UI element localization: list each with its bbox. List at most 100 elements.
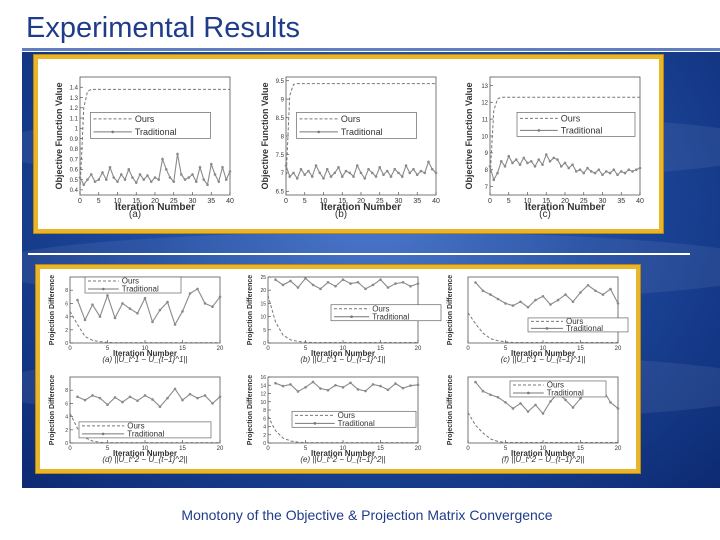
- x-tick-label: 5: [504, 446, 508, 452]
- data-point: [136, 399, 139, 403]
- y-tick-label: 25: [260, 275, 266, 281]
- data-point: [594, 289, 597, 293]
- data-point: [544, 153, 548, 156]
- data-point: [434, 171, 438, 175]
- data-point: [318, 171, 322, 175]
- data-point: [296, 390, 300, 393]
- x-tick-label: 15: [179, 446, 186, 452]
- x-axis-label: Iteration Number: [113, 449, 177, 458]
- x-tick-label: 30: [395, 198, 403, 205]
- data-point: [181, 398, 184, 402]
- data-point: [616, 407, 620, 410]
- data-point: [609, 287, 612, 291]
- series-ours-line: [79, 88, 230, 190]
- legend-marker: [527, 391, 530, 395]
- legend-box: [296, 112, 417, 139]
- data-point: [292, 171, 295, 175]
- x-axis-label: Iteration Number: [525, 202, 605, 213]
- x-tick-label: 20: [615, 446, 622, 452]
- series-ours-line: [267, 415, 418, 444]
- x-tick-label: 15: [179, 346, 186, 352]
- data-point: [400, 175, 404, 178]
- data-point: [334, 383, 337, 387]
- data-point: [386, 286, 390, 289]
- data-point: [78, 176, 82, 179]
- data-point: [556, 158, 559, 161]
- legend-marker: [102, 287, 105, 291]
- x-tick-label: 5: [304, 346, 308, 352]
- legend-traditional-label: Traditional: [338, 419, 375, 428]
- data-point: [146, 174, 149, 177]
- data-point: [218, 395, 222, 399]
- data-point: [364, 287, 367, 291]
- legend-marker: [537, 129, 541, 132]
- data-point: [307, 169, 310, 173]
- panel-label: (f) ||U_t^2 − U_{t−1}^2||: [502, 455, 585, 464]
- y-tick-label: 0: [263, 441, 266, 447]
- data-point: [299, 167, 303, 171]
- x-tick-label: 25: [170, 198, 178, 205]
- data-point: [394, 282, 397, 285]
- x-tick-label: 20: [561, 198, 569, 205]
- y-tick-label: 12: [481, 101, 488, 107]
- data-point: [556, 298, 560, 302]
- data-point: [166, 300, 169, 304]
- x-tick-label: 30: [189, 198, 197, 205]
- data-point: [401, 280, 405, 284]
- data-point: [586, 283, 590, 287]
- x-axis-label: Iteration Number: [113, 349, 177, 358]
- y-tick-label: 6.5: [276, 190, 285, 196]
- data-point: [507, 154, 511, 158]
- y-axis-label: Projection Difference: [247, 275, 254, 346]
- x-tick-label: 35: [207, 198, 215, 205]
- legend-traditional-label: Traditional: [547, 389, 584, 398]
- data-point: [322, 177, 325, 180]
- y-tick-label: 0: [263, 341, 266, 347]
- data-point: [168, 176, 172, 179]
- data-point: [356, 388, 360, 391]
- x-tick-label: 0: [466, 346, 470, 352]
- legend-traditional-label: Traditional: [372, 312, 409, 321]
- data-point: [196, 396, 199, 400]
- y-tick-label: 0: [65, 441, 68, 447]
- data-point: [116, 180, 119, 183]
- data-point: [173, 323, 177, 326]
- data-point: [481, 289, 485, 293]
- data-point: [97, 178, 101, 181]
- data-point: [370, 171, 374, 175]
- y-tick-label: 0.4: [70, 188, 79, 194]
- x-tick-label: 5: [303, 198, 307, 205]
- y-tick-label: 8.5: [276, 116, 285, 122]
- x-tick-label: 0: [466, 446, 470, 452]
- x-tick-label: 5: [106, 446, 110, 452]
- data-point: [89, 173, 93, 176]
- data-point: [158, 405, 162, 408]
- x-tick-label: 0: [284, 198, 288, 205]
- x-tick-label: 0: [266, 446, 270, 452]
- data-point: [157, 178, 161, 181]
- data-point: [582, 171, 586, 175]
- plot-area: [467, 276, 619, 344]
- data-point: [288, 175, 292, 178]
- data-point: [416, 282, 420, 285]
- y-tick-label: 0: [65, 341, 68, 347]
- y-tick-label: 1.4: [70, 86, 79, 92]
- data-point: [409, 384, 412, 387]
- data-point: [549, 303, 552, 306]
- data-point: [319, 287, 322, 291]
- legend-ours-label: Ours: [372, 304, 389, 313]
- data-point: [143, 394, 147, 397]
- y-tick-label: 8: [485, 168, 489, 174]
- data-point: [559, 165, 563, 168]
- data-point: [284, 164, 288, 167]
- chart-a: 0 5 10 15 20 25 30 35 40 1.4 1.3 1.2 1.1 1 0.9 0.8 0.7 0.…: [54, 76, 234, 220]
- data-point: [541, 294, 545, 298]
- data-point: [326, 388, 330, 392]
- y-axis-label: Projection Difference: [447, 375, 454, 446]
- data-point: [430, 167, 434, 171]
- data-point: [173, 387, 177, 391]
- data-point: [363, 177, 367, 180]
